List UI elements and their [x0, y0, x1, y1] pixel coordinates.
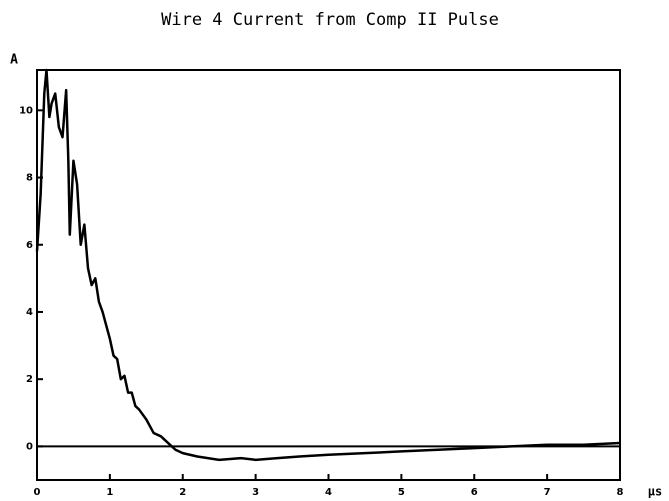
x-tick-label: 1 [106, 487, 113, 498]
x-tick-label: 2 [179, 487, 186, 498]
x-tick-label: 5 [398, 487, 405, 498]
y-tick-label: 4 [26, 307, 33, 318]
y-tick-label: 2 [26, 374, 33, 385]
x-axis-label: μs [648, 485, 662, 499]
data-line [35, 68, 621, 462]
y-axis-label: A [10, 53, 18, 68]
plot-frame [36, 69, 621, 481]
x-tick-label: 0 [34, 487, 41, 498]
x-tick-label: 8 [617, 487, 624, 498]
y-tick-label: 8 [26, 173, 33, 184]
x-tick-label: 3 [252, 487, 259, 498]
x-tick-label: 6 [471, 487, 478, 498]
x-tick-label: 4 [325, 487, 332, 498]
chart-title: Wire 4 Current from Comp II Pulse [161, 10, 499, 30]
y-tick-label: 6 [26, 240, 33, 251]
y-tick-label: 0 [26, 441, 33, 452]
y-tick-label: 10 [19, 105, 33, 116]
x-tick-label: 7 [544, 487, 551, 498]
